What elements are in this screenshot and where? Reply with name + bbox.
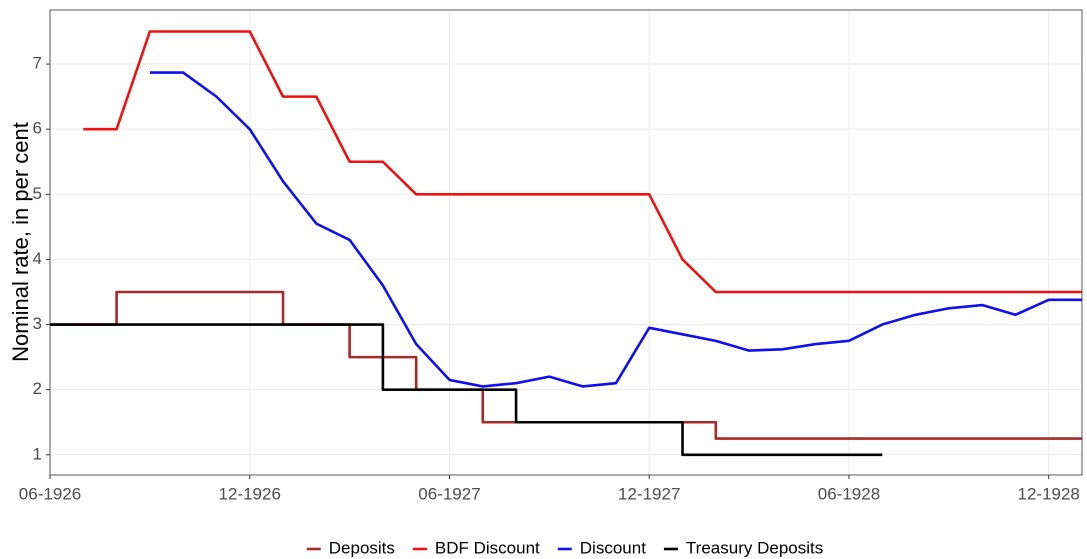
line — [50, 323, 883, 457]
x-tick-label: 06-1927 — [418, 484, 480, 503]
y-axis-label: Nominal rate, in per cent — [8, 122, 33, 362]
x-tick-label: 12-1926 — [219, 484, 281, 503]
y-tick-label: 7 — [33, 54, 42, 73]
plot-border — [49, 9, 1083, 476]
line — [50, 290, 1082, 440]
legend-label: Discount — [580, 538, 646, 557]
legend-label: BDF Discount — [435, 538, 540, 557]
legend-label: Deposits — [329, 538, 395, 557]
y-tick-label: 3 — [33, 314, 42, 333]
x-tick-label: 12-1928 — [1018, 484, 1080, 503]
x-tick-label: 12-1927 — [618, 484, 680, 503]
y-tick-label: 6 — [33, 119, 42, 138]
y-tick-label: 1 — [33, 444, 42, 463]
x-tick-label: 06-1928 — [818, 484, 880, 503]
y-tick-label: 5 — [33, 184, 42, 203]
line — [83, 30, 1082, 294]
x-tick-label: 06-1926 — [19, 484, 81, 503]
line — [149, 71, 1082, 388]
y-tick-label: 4 — [33, 249, 42, 268]
y-tick-label: 2 — [33, 379, 42, 398]
legend-label: Treasury Deposits — [686, 538, 823, 557]
